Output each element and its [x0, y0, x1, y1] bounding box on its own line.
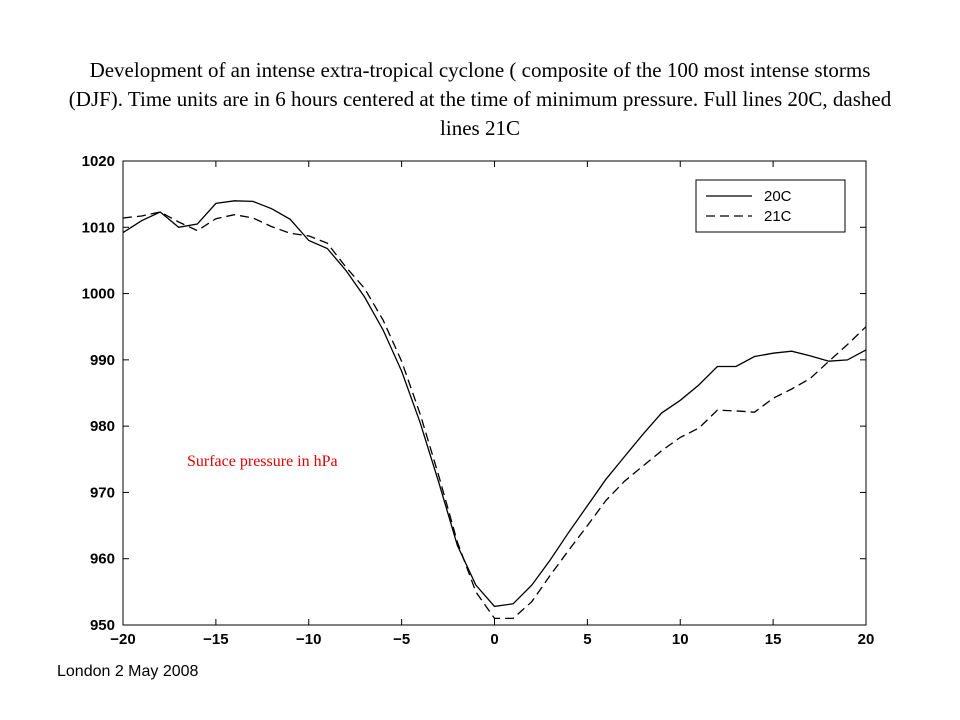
legend-label-21c: 21C: [764, 208, 792, 225]
y-axis-ticks: 950 960 970 980 990 1000 1010 1020: [82, 153, 866, 634]
x-tick-label: 0: [490, 631, 498, 648]
footer-text: London 2 May 2008: [57, 663, 199, 680]
y-tick-label: 990: [90, 352, 115, 369]
x-tick-label: 10: [672, 631, 689, 648]
legend-box: [695, 179, 846, 233]
y-tick-label: 1010: [82, 219, 115, 236]
y-tick-label: 960: [90, 551, 115, 568]
y-tick-label: 980: [90, 418, 115, 435]
y-tick-label: 1020: [82, 153, 115, 170]
y-tick-label: 950: [90, 617, 115, 634]
x-tick-label: −5: [393, 631, 410, 648]
x-axis-ticks: −20 −15 −10 −5 0 5 10 15 20: [110, 161, 874, 648]
surface-pressure-annotation: Surface pressure in hPa: [187, 453, 338, 470]
chart-title: Development of an intense extra-tropical…: [68, 58, 892, 140]
series-line-21c: [122, 211, 867, 620]
x-tick-label: 15: [765, 631, 782, 648]
x-tick-label: −10: [296, 631, 321, 648]
legend-label-20c: 20C: [764, 188, 792, 205]
x-tick-label: −15: [203, 631, 228, 648]
y-tick-label: 970: [90, 484, 115, 501]
x-tick-label: 5: [583, 631, 591, 648]
series-lines: [122, 200, 867, 620]
series-line-20c: [122, 200, 867, 608]
y-tick-label: 1000: [82, 286, 115, 303]
x-tick-label: 20: [858, 631, 875, 648]
x-tick-label: −20: [110, 631, 135, 648]
